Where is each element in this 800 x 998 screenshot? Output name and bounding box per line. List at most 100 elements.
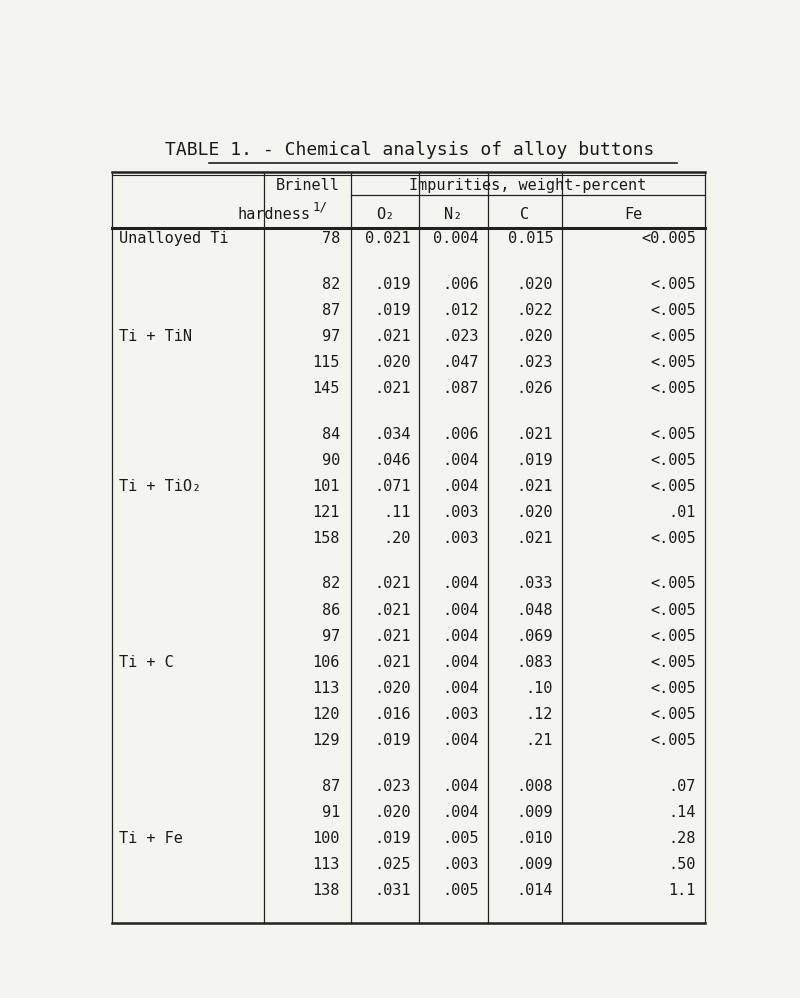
Text: .20: .20 <box>383 531 410 546</box>
Text: .046: .046 <box>374 453 410 468</box>
Text: .026: .026 <box>517 381 554 396</box>
Text: .020: .020 <box>374 681 410 696</box>
Text: <.005: <.005 <box>650 734 696 748</box>
Text: Unalloyed Ti: Unalloyed Ti <box>118 232 228 247</box>
Text: .14: .14 <box>669 804 696 819</box>
Text: 106: 106 <box>313 655 340 670</box>
Text: .019: .019 <box>374 276 410 291</box>
Text: .023: .023 <box>374 778 410 793</box>
Text: Fe: Fe <box>624 207 642 222</box>
Text: .020: .020 <box>517 505 554 520</box>
Text: .009: .009 <box>517 857 554 872</box>
Text: .11: .11 <box>383 505 410 520</box>
Text: .006: .006 <box>442 276 479 291</box>
Text: .021: .021 <box>374 603 410 618</box>
Text: .004: .004 <box>442 655 479 670</box>
Text: 100: 100 <box>313 830 340 845</box>
Text: <.005: <.005 <box>650 531 696 546</box>
Text: 115: 115 <box>313 355 340 370</box>
Text: .28: .28 <box>669 830 696 845</box>
Text: 113: 113 <box>313 681 340 696</box>
Text: .020: .020 <box>374 355 410 370</box>
Text: hardness: hardness <box>238 207 310 222</box>
Text: C: C <box>520 207 530 222</box>
Text: .12: .12 <box>526 707 554 722</box>
Text: 82: 82 <box>322 577 340 592</box>
Text: .021: .021 <box>374 329 410 344</box>
Text: .006: .006 <box>442 426 479 441</box>
Text: Brinell: Brinell <box>276 179 340 194</box>
Text: .019: .019 <box>517 453 554 468</box>
Text: Ti + Fe: Ti + Fe <box>118 830 182 845</box>
Text: 84: 84 <box>322 426 340 441</box>
Text: 87: 87 <box>322 302 340 317</box>
Text: .020: .020 <box>517 276 554 291</box>
Text: <.005: <.005 <box>650 629 696 644</box>
Text: 145: 145 <box>313 381 340 396</box>
Text: .022: .022 <box>517 302 554 317</box>
Text: 97: 97 <box>322 629 340 644</box>
Text: .020: .020 <box>517 329 554 344</box>
Text: .021: .021 <box>517 479 554 494</box>
Text: <.005: <.005 <box>650 655 696 670</box>
Text: .021: .021 <box>517 531 554 546</box>
Text: .071: .071 <box>374 479 410 494</box>
Text: 82: 82 <box>322 276 340 291</box>
Text: .020: .020 <box>374 804 410 819</box>
Text: <.005: <.005 <box>650 302 696 317</box>
Text: 0.021: 0.021 <box>365 232 410 247</box>
Text: .009: .009 <box>517 804 554 819</box>
Text: .033: .033 <box>517 577 554 592</box>
Text: 86: 86 <box>322 603 340 618</box>
Text: .21: .21 <box>526 734 554 748</box>
Text: <.005: <.005 <box>650 479 696 494</box>
Text: <.005: <.005 <box>650 681 696 696</box>
Text: 129: 129 <box>313 734 340 748</box>
Text: O₂: O₂ <box>376 207 394 222</box>
Text: .004: .004 <box>442 577 479 592</box>
Text: .031: .031 <box>374 883 410 898</box>
Text: Impurities, weight-percent: Impurities, weight-percent <box>409 179 646 194</box>
Text: Ti + TiN: Ti + TiN <box>118 329 192 344</box>
Text: .01: .01 <box>669 505 696 520</box>
Text: 97: 97 <box>322 329 340 344</box>
Text: 91: 91 <box>322 804 340 819</box>
Text: <.005: <.005 <box>650 707 696 722</box>
Text: <.005: <.005 <box>650 453 696 468</box>
Text: .004: .004 <box>442 734 479 748</box>
Text: 158: 158 <box>313 531 340 546</box>
Text: 0.004: 0.004 <box>433 232 479 247</box>
Text: .003: .003 <box>442 857 479 872</box>
Text: <.005: <.005 <box>650 603 696 618</box>
Text: .003: .003 <box>442 505 479 520</box>
Text: .005: .005 <box>442 830 479 845</box>
Text: .004: .004 <box>442 629 479 644</box>
Text: 1/: 1/ <box>312 201 327 214</box>
Text: .021: .021 <box>374 655 410 670</box>
Text: .021: .021 <box>517 426 554 441</box>
Text: .087: .087 <box>442 381 479 396</box>
Text: .005: .005 <box>442 883 479 898</box>
Text: 121: 121 <box>313 505 340 520</box>
Text: <.005: <.005 <box>650 276 696 291</box>
Text: .008: .008 <box>517 778 554 793</box>
Text: .019: .019 <box>374 830 410 845</box>
Text: <.005: <.005 <box>650 355 696 370</box>
Text: .004: .004 <box>442 603 479 618</box>
Text: 120: 120 <box>313 707 340 722</box>
Text: <.005: <.005 <box>650 381 696 396</box>
Text: 101: 101 <box>313 479 340 494</box>
Text: .023: .023 <box>517 355 554 370</box>
Text: 138: 138 <box>313 883 340 898</box>
Text: 87: 87 <box>322 778 340 793</box>
Text: 0.015: 0.015 <box>507 232 554 247</box>
Text: .010: .010 <box>517 830 554 845</box>
Text: .012: .012 <box>442 302 479 317</box>
Text: 78: 78 <box>322 232 340 247</box>
Text: <.005: <.005 <box>650 329 696 344</box>
Text: .004: .004 <box>442 778 479 793</box>
Text: .07: .07 <box>669 778 696 793</box>
Text: .048: .048 <box>517 603 554 618</box>
Text: 90: 90 <box>322 453 340 468</box>
Text: .034: .034 <box>374 426 410 441</box>
